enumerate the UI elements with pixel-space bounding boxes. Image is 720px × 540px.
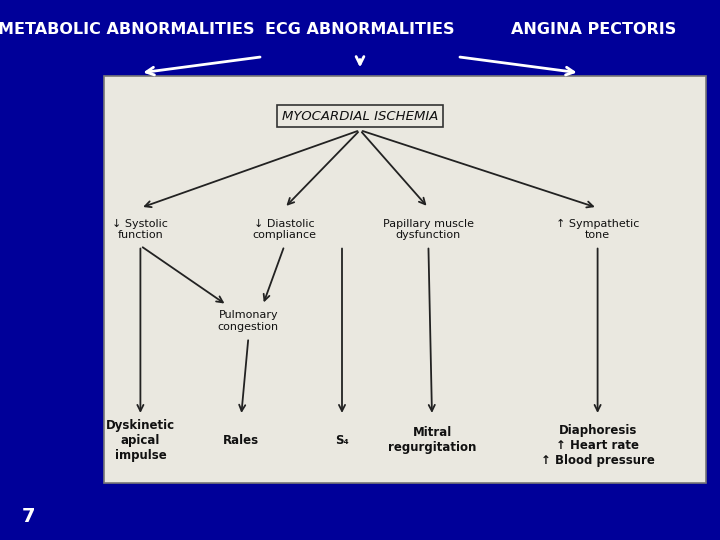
Text: Diaphoresis
↑ Heart rate
↑ Blood pressure: Diaphoresis ↑ Heart rate ↑ Blood pressur… (541, 424, 654, 467)
Text: S₄: S₄ (335, 434, 349, 447)
Text: ↓ Systolic
function: ↓ Systolic function (112, 219, 168, 240)
Text: 7: 7 (22, 508, 35, 526)
Text: Papillary muscle
dysfunction: Papillary muscle dysfunction (383, 219, 474, 240)
Text: Mitral
regurgitation: Mitral regurgitation (388, 426, 476, 454)
FancyBboxPatch shape (104, 76, 706, 483)
Text: METABOLIC ABNORMALITIES: METABOLIC ABNORMALITIES (0, 22, 254, 37)
Text: Rales: Rales (223, 434, 259, 447)
Text: Pulmonary
congestion: Pulmonary congestion (218, 310, 279, 332)
Text: ↑ Sympathetic
tone: ↑ Sympathetic tone (556, 219, 639, 240)
Text: ANGINA PECTORIS: ANGINA PECTORIS (511, 22, 677, 37)
Text: ECG ABNORMALITIES: ECG ABNORMALITIES (265, 22, 455, 37)
Text: Dyskinetic
apical
impulse: Dyskinetic apical impulse (106, 418, 175, 462)
Text: MYOCARDIAL ISCHEMIA: MYOCARDIAL ISCHEMIA (282, 110, 438, 123)
Text: ↓ Diastolic
compliance: ↓ Diastolic compliance (253, 219, 316, 240)
